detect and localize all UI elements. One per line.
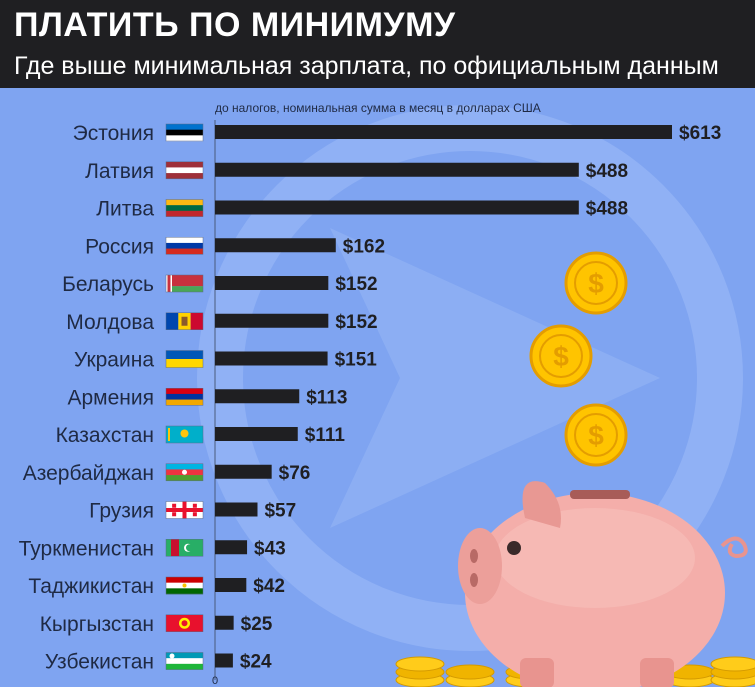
ukraine-flag-icon bbox=[165, 350, 204, 368]
piggy-coin-slot bbox=[570, 490, 630, 499]
piggy-nostril bbox=[470, 573, 478, 587]
piggy-tail bbox=[720, 536, 748, 559]
x-tick-zero: 0 bbox=[212, 675, 218, 687]
piggy-ear bbox=[522, 481, 561, 528]
bar bbox=[215, 653, 233, 668]
kazakhstan-flag-icon bbox=[165, 425, 204, 444]
country-label: Казахстан bbox=[56, 424, 154, 447]
georgia-flag-icon bbox=[165, 501, 204, 519]
latvia-flag-icon bbox=[165, 161, 204, 180]
bar bbox=[215, 427, 298, 441]
bar bbox=[215, 200, 579, 215]
country-label: Латвия bbox=[85, 160, 154, 183]
country-label: Эстония bbox=[73, 122, 154, 145]
bar bbox=[215, 540, 248, 555]
dollar-symbol: $ bbox=[588, 420, 604, 451]
piggy-snout bbox=[458, 528, 502, 604]
uzbekistan-flag-icon bbox=[165, 652, 204, 670]
value-label: $42 bbox=[253, 576, 285, 597]
belarus-flag-icon bbox=[165, 274, 204, 293]
value-label: $43 bbox=[254, 538, 286, 559]
plot-area: $ $ $ до налогов, номинальная сумма в меся… bbox=[0, 88, 755, 687]
value-label: $76 bbox=[279, 463, 311, 484]
bar bbox=[215, 464, 272, 479]
bar bbox=[215, 351, 328, 366]
country-label: Молдова bbox=[66, 311, 154, 334]
value-label: $488 bbox=[586, 161, 628, 182]
dollar-symbol: $ bbox=[588, 268, 604, 299]
bar bbox=[215, 313, 329, 328]
turkmenistan-flag-icon bbox=[165, 539, 204, 557]
country-label: Литва bbox=[96, 198, 154, 221]
dollar-symbol: $ bbox=[553, 341, 569, 372]
bar bbox=[215, 578, 247, 592]
estonia-flag-icon bbox=[165, 123, 204, 142]
armenia-flag-icon bbox=[165, 388, 204, 406]
bar bbox=[215, 276, 329, 290]
value-label: $57 bbox=[264, 501, 296, 522]
country-label: Азербайджан bbox=[23, 462, 154, 485]
coin-stack-piece bbox=[395, 656, 445, 672]
bar bbox=[215, 502, 258, 517]
piggy-leg bbox=[640, 658, 674, 687]
bar bbox=[215, 389, 300, 404]
value-label: $613 bbox=[679, 123, 721, 144]
coin-stack-piece bbox=[710, 656, 755, 672]
piggy-bank-illustration: $ $ $ bbox=[395, 251, 755, 687]
chart-svg: $ $ $ до налогов, номинальная сумма в меся… bbox=[19, 101, 755, 687]
country-label: Туркменистан bbox=[19, 537, 154, 560]
piggy-nostril bbox=[470, 549, 478, 563]
country-label: Кыргызстан bbox=[40, 613, 154, 636]
value-label: $24 bbox=[240, 652, 272, 673]
piggy-eye bbox=[507, 541, 521, 555]
country-label: Украина bbox=[74, 349, 154, 372]
gold-coin-rim bbox=[574, 261, 618, 305]
country-label: Грузия bbox=[89, 500, 154, 523]
country-label: Таджикистан bbox=[28, 575, 154, 598]
bar bbox=[215, 615, 234, 630]
value-label: $152 bbox=[335, 312, 377, 333]
chart-note: до налогов, номинальная сумма в месяц в … bbox=[215, 101, 541, 115]
country-label: Беларусь bbox=[62, 273, 154, 296]
gold-coin-rim bbox=[539, 334, 583, 378]
tajikistan-flag-icon bbox=[165, 576, 204, 595]
russia-flag-icon bbox=[165, 237, 204, 255]
chart-title: ПЛАТИТЬ ПО МИНИМУМУ bbox=[14, 6, 456, 44]
gold-coin-rim bbox=[574, 413, 618, 457]
bar bbox=[215, 125, 672, 139]
azerbaijan-flag-icon bbox=[165, 463, 204, 482]
piggy-highlight bbox=[495, 508, 695, 608]
value-label: $488 bbox=[586, 199, 628, 220]
piggy-leg bbox=[520, 658, 554, 687]
bar-chart: до налогов, номинальная сумма в месяц в … bbox=[19, 101, 722, 687]
value-label: $25 bbox=[241, 614, 273, 635]
value-label: $152 bbox=[335, 274, 377, 295]
value-label: $162 bbox=[343, 236, 385, 257]
country-label: Россия bbox=[85, 235, 154, 258]
moldova-flag-icon bbox=[165, 312, 204, 330]
country-label: Армения bbox=[67, 386, 154, 409]
chart-subtitle: Где выше минимальная зарплата, по официа… bbox=[14, 52, 719, 80]
header-band: ПЛАТИТЬ ПО МИНИМУМУ Где выше минимальная… bbox=[0, 0, 755, 88]
value-label: $151 bbox=[335, 350, 378, 371]
country-label: Узбекистан bbox=[45, 651, 154, 674]
bar bbox=[215, 162, 579, 177]
bar bbox=[215, 238, 336, 253]
value-label: $111 bbox=[305, 425, 346, 446]
kyrgyzstan-flag-icon bbox=[165, 614, 204, 632]
lithuania-flag-icon bbox=[165, 199, 204, 217]
value-label: $113 bbox=[306, 387, 347, 408]
coin-stack-piece bbox=[445, 664, 495, 680]
background-arrow bbox=[330, 228, 660, 528]
